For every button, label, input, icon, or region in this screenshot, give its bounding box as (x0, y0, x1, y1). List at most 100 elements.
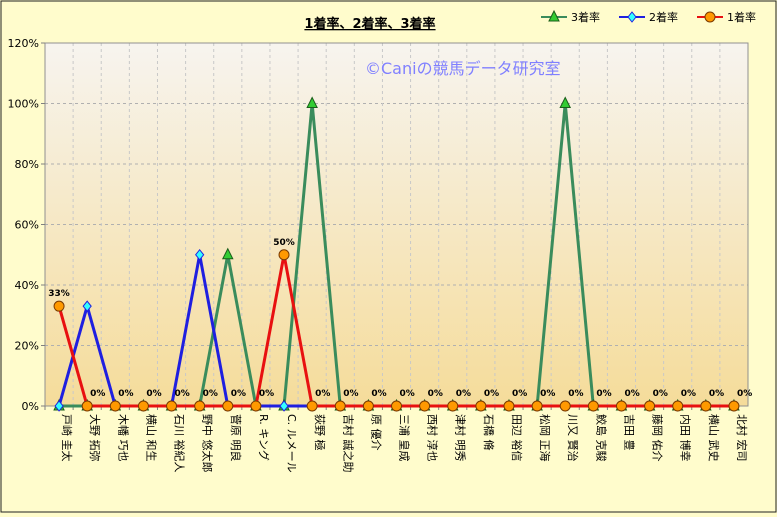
series-layer (53, 96, 740, 412)
data-point (700, 400, 712, 412)
data-label: 0% (709, 389, 724, 399)
data-point (419, 400, 431, 412)
y-tick-label: 40% (15, 279, 39, 292)
data-point (672, 400, 684, 412)
data-label: 0% (596, 389, 611, 399)
x-tick-label: 吉田 豊 (622, 414, 635, 451)
data-label: 0% (175, 389, 190, 399)
legend-item: 2着率 (619, 10, 678, 24)
data-point (306, 400, 318, 412)
x-tick-label: 津村 明秀 (454, 414, 468, 462)
x-tick-label: 横山 武史 (707, 414, 721, 462)
data-label: 0% (203, 389, 218, 399)
x-tick-label: 北村 宏司 (735, 414, 749, 462)
data-point (278, 249, 290, 261)
data-point (587, 400, 599, 412)
legend-label: 1着率 (727, 10, 756, 24)
watermark-text: ©Caniの競馬データ研究室 (365, 59, 561, 78)
data-label: 0% (653, 389, 668, 399)
legend-item: 1着率 (697, 10, 756, 24)
chart-title: 1着率、2着率、3着率 (304, 16, 435, 32)
legend-label: 2着率 (649, 10, 678, 24)
data-point (447, 400, 459, 412)
y-tick-label: 0% (22, 400, 39, 413)
y-tick-label: 120% (8, 37, 39, 50)
series-3 (53, 249, 740, 412)
data-point (306, 96, 318, 108)
data-label: 0% (512, 389, 527, 399)
data-point (279, 400, 289, 412)
data-point (222, 400, 234, 412)
data-label: 0% (568, 389, 583, 399)
x-tick-label: 吉村 誠之助 (341, 414, 355, 473)
data-point (109, 400, 121, 412)
legend-label: 3着率 (571, 10, 600, 24)
data-label: 0% (400, 389, 415, 399)
data-point (644, 400, 656, 412)
x-tick-label: 内田 博幸 (679, 414, 693, 462)
legend: 3着率 2着率 1着率 (541, 9, 756, 24)
data-label: 0% (231, 389, 246, 399)
data-point (54, 400, 64, 412)
data-label: 50% (273, 238, 295, 248)
data-point (503, 400, 515, 412)
x-tick-label: 松岡 正海 (538, 414, 552, 462)
data-label: 0% (681, 389, 696, 399)
x-tick-label: 西村 淳也 (426, 414, 440, 462)
data-label: 0% (315, 389, 330, 399)
x-tick-label: 野中 悠太郎 (201, 414, 215, 473)
x-tick-label: 石橋 脩 (482, 414, 496, 451)
x-tick-label: 菅原 明良 (229, 414, 243, 462)
data-point (615, 400, 627, 412)
data-point (559, 96, 572, 108)
data-label: 0% (90, 389, 105, 399)
data-label: 0% (456, 389, 471, 399)
data-label: 0% (484, 389, 499, 399)
data-point (728, 400, 740, 412)
data-label: 0% (428, 389, 443, 399)
legend-item: 3着率 (541, 9, 600, 24)
data-label: 0% (146, 389, 161, 399)
data-point (137, 400, 149, 412)
data-label: 0% (259, 389, 274, 399)
x-tick-label: 原 優介 (369, 414, 382, 451)
data-point (475, 400, 487, 412)
y-tick-label: 20% (15, 340, 39, 353)
data-label: 0% (624, 389, 639, 399)
x-tick-label: 荻野 極 (313, 414, 327, 451)
x-tick-label: R. キング (257, 414, 271, 461)
x-tick-label: 大野 拓弥 (88, 414, 102, 462)
data-point (559, 400, 571, 412)
y-tick-label: 60% (15, 219, 39, 232)
gridlines (45, 42, 748, 406)
data-point (194, 400, 206, 412)
data-point (82, 300, 92, 312)
data-point (221, 247, 234, 260)
data-label: 0% (737, 389, 752, 399)
legend-marker (627, 11, 637, 23)
data-point (166, 400, 178, 412)
data-label: 0% (371, 389, 386, 399)
x-tick-label: 藤岡 佑介 (651, 414, 665, 462)
x-tick-label: 三浦 皇成 (398, 414, 412, 462)
data-point (53, 300, 65, 312)
x-tick-label: 横山 和生 (144, 414, 158, 462)
x-tick-label: 木幡 巧也 (116, 414, 130, 462)
y-tick-label: 100% (8, 98, 39, 111)
data-point (81, 400, 93, 412)
data-label: 0% (540, 389, 555, 399)
x-tick-label: 田辺 裕信 (510, 414, 523, 462)
y-tick-label: 80% (15, 158, 39, 171)
plot-area (45, 43, 748, 406)
y-axis-ticks: 0% 20% 40% 60% 80% 100% 120% (8, 37, 45, 413)
x-tick-label: 石川 裕紀人 (173, 414, 186, 473)
data-labels: 33% 0% 0% 0% 0% 0% 0% 0% 50% 0% 0% 0% 0% 0% 0% 0% 0% 0% 0%… (48, 238, 752, 399)
legend-marker (548, 9, 560, 22)
x-axis-ticks: 戸崎 圭太 大野 拓弥 木幡 巧也 横山 和生 石川 裕紀人 野中 悠太郎 菅原 明良 R. … (44, 406, 749, 473)
data-point (195, 248, 205, 261)
data-point (362, 400, 374, 412)
x-tick-label: 川又 賢治 (566, 414, 580, 462)
x-tick-label: 戸崎 圭太 (60, 414, 74, 462)
